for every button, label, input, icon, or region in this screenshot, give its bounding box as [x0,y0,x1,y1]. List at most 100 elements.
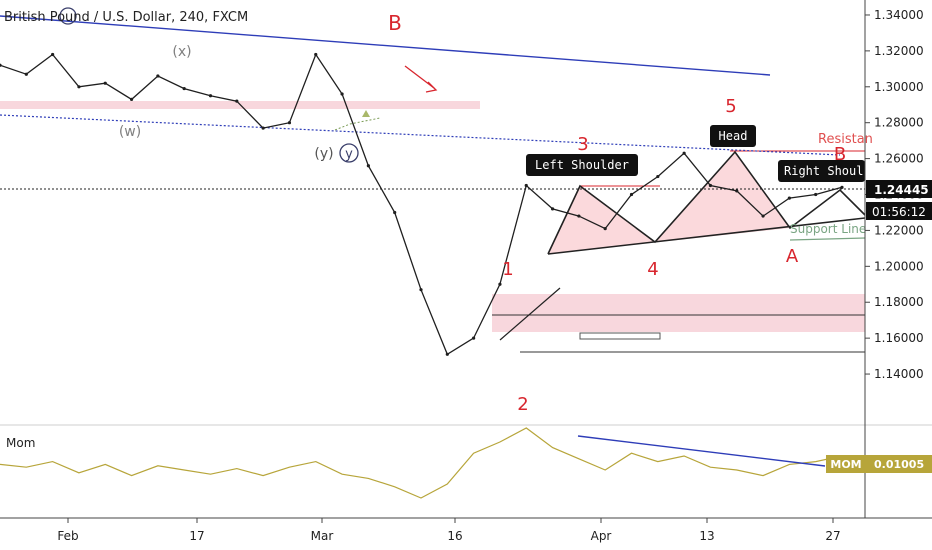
time-tick-label: Feb [57,529,78,543]
wave-y-circled-label: y [345,147,353,162]
wave-y-paren-label: (y) [314,146,333,162]
price-tick-label: 1.32000 [874,44,924,58]
current-price-badge [866,180,932,198]
price-point [340,92,344,96]
price-tick-label: 1.26000 [874,152,924,166]
demand-zone [492,294,865,332]
indicator-name: Mom [6,436,35,450]
price-point [708,183,713,188]
current-price-value: 1.24445 [874,183,929,197]
arrow-head-icon [425,81,438,93]
time-tick-label: 27 [825,529,840,543]
price-tick-label: 1.22000 [874,223,924,237]
upper-trendline [0,15,771,76]
support-line-label: Support Line [790,222,866,236]
mom-badge-label: MOM [830,458,861,471]
mom-value: 0.01005 [874,458,924,471]
resistance-label: Resistan [818,132,873,147]
wave-y-circle-icon [339,143,359,163]
price-point [24,72,28,76]
time-tick-label: 17 [189,529,204,543]
small-box [579,332,661,340]
momentum-line [0,427,843,499]
mom-badge [826,455,866,473]
price-point [77,85,81,89]
price-point [261,126,265,130]
price-point [393,210,397,215]
right-shoulder-label: Right Shoul [784,164,863,178]
price-point [656,174,660,179]
head-callout [710,125,756,147]
time-axis-ticks[interactable]: Feb 17 Mar 16 Apr 13 27 [57,518,841,543]
lower-dotted-trendline [0,114,841,156]
support-green-line [789,237,866,241]
time-tick-label: Apr [591,529,612,543]
head-shoulders-outline [547,150,866,255]
price-point [314,52,318,57]
arrow-line [404,65,435,89]
countdown-badge [866,202,932,220]
time-tick-label: Mar [311,529,334,543]
head-label: Head [719,129,748,143]
price-point [603,227,607,231]
price-point [366,164,370,168]
wave-w-label: (w) [119,124,141,140]
price-axis-ticks[interactable]: 1.340001.320001.300001.280001.260001.240… [865,8,924,381]
price-point [735,189,739,193]
price-point [761,214,765,218]
price-tick-label: 1.18000 [874,295,924,309]
price-point [577,214,581,218]
left-shoulder-label: Left Shoulder [535,158,629,172]
head-shoulders-fill [548,152,790,254]
countdown-value: 01:56:12 [872,205,926,219]
price-tick-label: 1.28000 [874,116,924,130]
momentum-trendline [577,435,826,467]
price-point [682,151,686,155]
price-point [814,192,818,197]
price-point [629,192,634,197]
wave-4-label: 4 [647,259,658,280]
wave-b-right-label: B [834,144,846,165]
price-point [445,352,449,356]
price-point [182,86,186,91]
price-tick-label: 1.16000 [874,331,924,345]
price-point [787,196,791,200]
tradingview-logo-icon [59,7,77,25]
wave-y-dotted [334,117,381,131]
price-point [51,52,55,57]
price-point [550,207,555,211]
price-point [235,99,239,103]
price-point [840,185,844,189]
left-shoulder-callout [526,154,638,176]
price-point [498,282,502,286]
wave-1-2-line [499,287,561,341]
mom-value-badge [866,455,932,473]
price-point [129,97,134,101]
price-points [0,52,844,356]
price-tick-label: 1.30000 [874,80,924,94]
price-tick-label: 1.20000 [874,259,924,273]
right-shoulder-callout [778,160,865,182]
indicator-pane[interactable] [0,428,865,518]
wave-a-label: A [786,246,799,267]
wave-5-label: 5 [725,96,736,117]
price-tick-label: 1.14000 [874,367,924,381]
time-tick-label: 16 [447,529,462,543]
price-tick-label: 1.34000 [874,8,924,22]
wave-x-label: (x) [172,44,191,60]
price-point [524,183,528,188]
price-point [156,74,160,78]
price-point [419,288,423,292]
wave-1-label: 1 [502,259,513,280]
wave-3-label: 3 [577,134,588,155]
time-tick-label: 13 [699,529,714,543]
price-point [0,63,2,67]
triangle-marker-icon [362,110,370,117]
chart-title: British Pound / U.S. Dollar, 240, FXCM [4,10,248,25]
price-point [103,81,107,85]
price-point [287,121,292,125]
wave-b-top-label: B [388,11,402,35]
price-point [472,336,476,340]
